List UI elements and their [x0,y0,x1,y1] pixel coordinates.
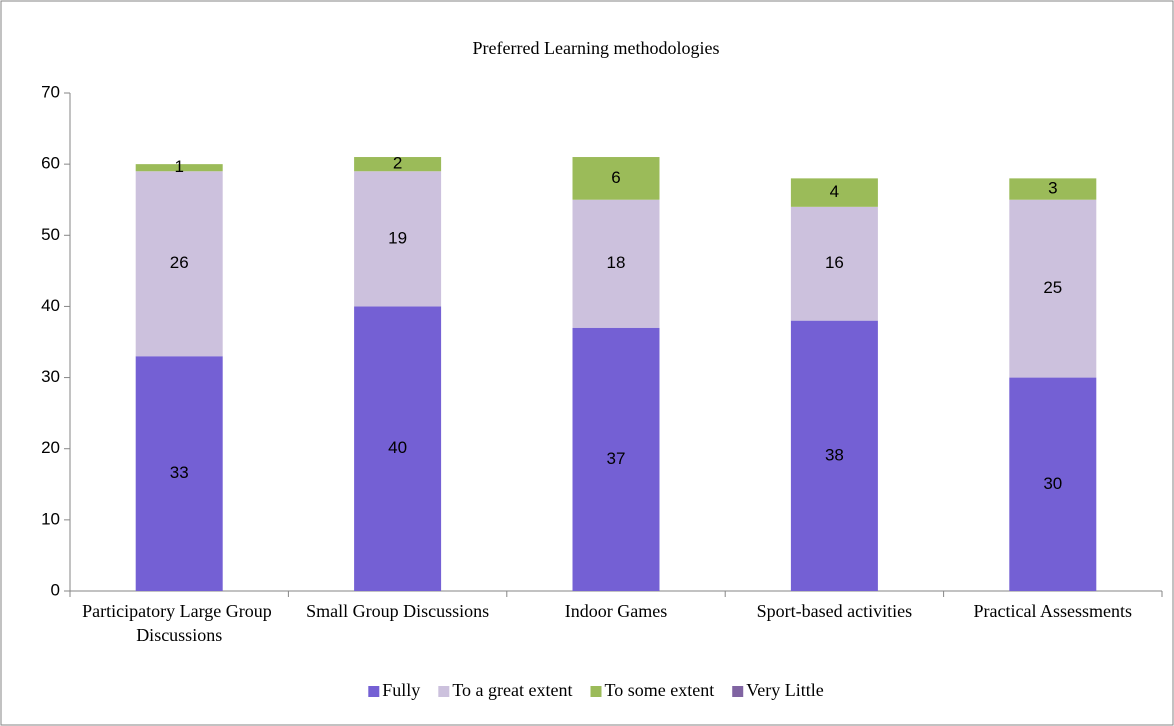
y-tick-label: 60 [41,154,60,173]
y-tick-label: 40 [41,296,60,315]
y-tick-label: 70 [41,82,60,101]
y-tick-label: 30 [41,367,60,386]
y-tick-label: 20 [41,438,60,457]
data-label: 2 [393,154,402,173]
x-tick-label: Sport-based activities [757,601,912,621]
data-label: 3 [1048,179,1057,198]
x-tick-label: Practical Assessments [974,601,1132,621]
bar-segment [572,199,660,328]
bar-segment [1009,199,1097,378]
data-label: 38 [825,445,844,464]
legend-label: Very Little [746,680,823,700]
legend: Fully To a great extent To some extent Very… [368,680,824,700]
data-label: 30 [1043,474,1062,493]
x-tick-label: Participatory Large Group Discussions [82,601,276,645]
bar-segment [1009,377,1097,591]
y-tick-label: 10 [41,509,60,528]
data-label: 25 [1043,278,1062,297]
bar-segment [572,157,660,200]
data-label: 37 [607,449,626,468]
data-label: 40 [388,438,407,457]
x-tick-label: Small Group Discussions [306,601,489,621]
data-label: 26 [170,253,189,272]
bar-segment [790,206,878,321]
x-tick-label: Indoor Games [565,601,667,621]
y-tick-label: 50 [41,225,60,244]
chart-title: Preferred Learning methodologies [473,38,720,58]
data-label: 1 [174,157,183,176]
data-label: 6 [611,168,620,187]
y-tick-label: 0 [51,580,60,599]
bar-segment [135,356,223,591]
legend-swatch [590,686,602,697]
bar-segment [354,157,442,172]
bar-segment [572,327,660,591]
bar-segment [135,164,223,172]
data-label: 16 [825,253,844,272]
bar-segment [354,306,442,591]
bar-segment [790,178,878,207]
bar-segment [354,171,442,307]
data-label: 19 [388,228,407,247]
data-label: 4 [830,182,839,201]
bar-segment [790,320,878,591]
legend-swatch [732,686,744,697]
data-label: 18 [607,253,626,272]
legend-label: To some extent [605,680,715,700]
legend-swatch [438,686,450,697]
legend-label: Fully [382,680,420,700]
bar-segment [135,171,223,357]
legend-label: To a great extent [452,680,572,700]
legend-swatch [368,686,380,697]
data-label: 33 [170,463,189,482]
bar-segment [1009,178,1097,200]
